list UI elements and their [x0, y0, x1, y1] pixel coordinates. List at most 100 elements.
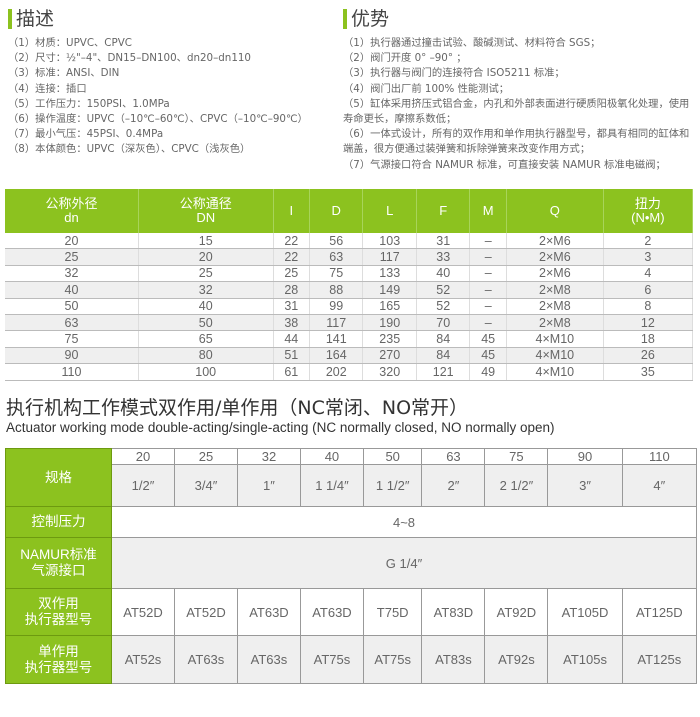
- namur-row: NAMUR标准 气源接口 G 1/4″: [5, 537, 697, 589]
- table-cell: 18: [603, 330, 694, 348]
- table-cell: 90: [5, 347, 139, 365]
- table-cell: 202: [309, 363, 364, 381]
- model-cell: AT75s: [299, 635, 364, 684]
- model-cell: AT92s: [484, 635, 549, 684]
- spec-label: 规格: [5, 448, 112, 507]
- table-cell: 31: [273, 298, 311, 315]
- advantage-item: （4）阀门出厂前 100% 性能测试；: [343, 82, 510, 95]
- table-cell: 50: [5, 298, 139, 315]
- single-acting-row: 单作用 执行器型号 AT52s AT63s AT63s AT75s AT75s AT83s AT…: [5, 635, 698, 684]
- description-item: （1）材质：UPVC、CPVC: [8, 37, 132, 49]
- model-cell: AT125s: [621, 635, 698, 684]
- inch-cell: 1 1/4″: [299, 464, 364, 507]
- dn-cell: 25: [173, 448, 238, 465]
- model-cell: AT63D: [236, 588, 301, 636]
- table-cell: –: [469, 281, 507, 299]
- table-cell: 52: [416, 281, 471, 299]
- actuator-title-cn: 执行机构工作模式双作用/单作用（NC常闭、NO常开）: [6, 397, 469, 419]
- table-cell: 50: [138, 314, 274, 332]
- table-cell: 28: [273, 281, 311, 299]
- actuator-title-en: Actuator working mode double-acting/sing…: [6, 420, 555, 435]
- table-cell: 2×M6: [506, 248, 604, 266]
- header-line: Q: [549, 203, 560, 218]
- table-cell: 165: [362, 298, 417, 315]
- table-row: 40 32 28 88 149 52–2×M8 6: [5, 281, 694, 299]
- table-row: 110 100 61 202 320 121 49 4×M10 35: [5, 363, 694, 381]
- header-line: 公称外径: [45, 196, 98, 211]
- label-line: NAMUR标准: [20, 547, 97, 562]
- dimension-table: 公称外径 dn 公称通径 DN I D L F M Q 扭力 (N•M) 20 15 22 56 103 31–2…: [5, 189, 694, 381]
- table-cell: 70: [416, 314, 471, 332]
- spec-dn-row: 规格 20 25 32 40 50 63 75 90 110: [5, 448, 698, 507]
- column-header: 公称通径 DN: [138, 189, 274, 233]
- spec-inch-row: 1/2″ 3/4″ 1″ 1 1/4″ 1 1/2″ 2″ 2 1/2″ 3″ 4″: [6, 464, 698, 507]
- table-cell: 2×M6: [506, 233, 604, 250]
- advantage-item: （5）缸体采用挤压式铝合金，内孔和外部表面进行硬质阳极氧化处理，使用寿命更长，摩…: [343, 97, 690, 126]
- table-row: 90 80 51 164 270 84 45 4×M10 26: [5, 347, 694, 365]
- label-line: 执行器型号: [24, 659, 93, 675]
- table-cell: 149: [362, 281, 417, 299]
- description-title: 描述: [16, 8, 55, 30]
- description-item: （3）标准：ANSI、DIN: [8, 67, 120, 80]
- table-cell: 235: [362, 330, 417, 348]
- advantage-item: （3）执行器与阀门的连接符合 ISO5211 标准；: [343, 67, 565, 80]
- column-header: 扭力 (N•M): [603, 189, 694, 233]
- namur-label: NAMUR标准 气源接口: [5, 537, 112, 589]
- table-cell: 270: [362, 347, 417, 365]
- description-item: （6）操作温度：UPVC（–10℃–60℃）、CPVC（–10℃–90℃）: [8, 113, 308, 126]
- table-cell: 44: [273, 330, 311, 348]
- table-cell: –: [469, 248, 507, 266]
- table-row: 20 15 22 56 103 31–2×M6 2: [5, 233, 694, 250]
- table-cell: 22: [273, 248, 311, 266]
- dn-cell: 50: [362, 448, 423, 465]
- table-cell: 61: [273, 363, 311, 381]
- column-header: D: [309, 189, 364, 233]
- inch-cell: 3/4″: [173, 464, 238, 507]
- inch-cell: 2″: [421, 464, 486, 507]
- actuator-heading: 执行机构工作模式双作用/单作用（NC常闭、NO常开） Actuator work…: [6, 396, 555, 435]
- table-cell: 40: [416, 265, 471, 283]
- table-cell: –: [469, 233, 507, 250]
- table-cell: 35: [603, 363, 694, 381]
- pressure-value: 4~8: [111, 506, 697, 538]
- column-header: L: [362, 189, 417, 233]
- header-line: dn: [64, 210, 79, 225]
- inch-cell: 4″: [621, 464, 698, 507]
- table-cell: 26: [603, 347, 694, 365]
- pressure-label: 控制压力: [5, 506, 112, 538]
- table-cell: 88: [309, 281, 364, 299]
- inch-cell: 3″: [547, 464, 623, 507]
- model-cell: AT52D: [173, 588, 238, 636]
- table-cell: 25: [273, 265, 311, 283]
- table-row: 32 25 25 75 133 40–2×M6 4: [5, 265, 694, 283]
- column-header: F: [416, 189, 471, 233]
- table-row: 75 65 44 141 235 84 45 4×M10 18: [5, 330, 694, 348]
- actuator-table: 规格 20 25 32 40 50 63 75 90 110 1/2″ 3/4″ 1″ 1 1/4″ 1 1…: [5, 448, 698, 684]
- model-cell: AT63s: [173, 635, 238, 684]
- table-cell: –: [469, 265, 507, 283]
- table-cell: 20: [5, 233, 139, 250]
- namur-value: G 1/4″: [111, 537, 697, 589]
- header-line: I: [289, 203, 294, 218]
- table-cell: 2×M8: [506, 314, 604, 332]
- table-cell: 3: [603, 248, 694, 266]
- table-cell: 99: [309, 298, 364, 315]
- table-cell: 141: [309, 330, 364, 348]
- double-label: 双作用 执行器型号: [5, 588, 112, 636]
- table-cell: –: [469, 298, 507, 315]
- table-cell: 117: [309, 314, 364, 332]
- model-cell: AT63s: [236, 635, 301, 684]
- table-cell: 56: [309, 233, 364, 250]
- label-line: 执行器型号: [24, 612, 93, 627]
- dn-cell: 32: [236, 448, 301, 465]
- header-line: M: [482, 203, 494, 218]
- table-cell: 2×M8: [506, 281, 604, 299]
- column-header: 公称外径 dn: [5, 189, 139, 233]
- table-cell: 2×M8: [506, 298, 604, 315]
- table-cell: –: [469, 314, 507, 332]
- table-cell: 4: [603, 265, 694, 283]
- table-cell: 6: [603, 281, 694, 299]
- table-cell: 75: [5, 330, 139, 348]
- column-header: M: [469, 189, 507, 233]
